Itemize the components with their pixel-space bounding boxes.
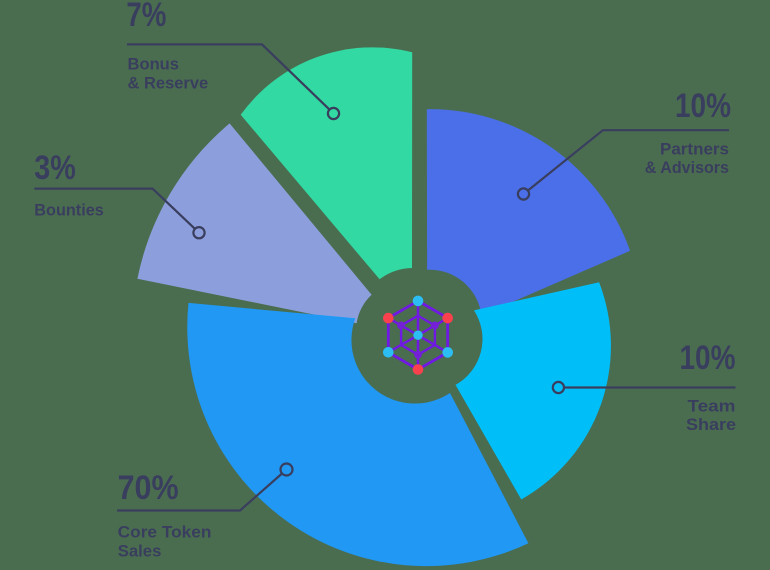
svg-text:Partners: Partners bbox=[660, 139, 729, 158]
svg-text:& Reserve: & Reserve bbox=[128, 73, 209, 92]
svg-text:Bonus: Bonus bbox=[128, 55, 180, 74]
svg-text:70%: 70% bbox=[118, 469, 179, 507]
svg-text:3%: 3% bbox=[34, 149, 76, 187]
svg-text:Team: Team bbox=[688, 396, 736, 415]
svg-text:Sales: Sales bbox=[118, 542, 162, 561]
svg-text:10%: 10% bbox=[680, 339, 736, 377]
svg-text:Core Token: Core Token bbox=[118, 523, 212, 542]
svg-text:Share: Share bbox=[686, 415, 736, 434]
svg-text:10%: 10% bbox=[675, 87, 731, 125]
svg-text:& Advisors: & Advisors bbox=[645, 158, 729, 177]
svg-text:7%: 7% bbox=[126, 0, 166, 34]
svg-text:Bounties: Bounties bbox=[34, 201, 104, 220]
